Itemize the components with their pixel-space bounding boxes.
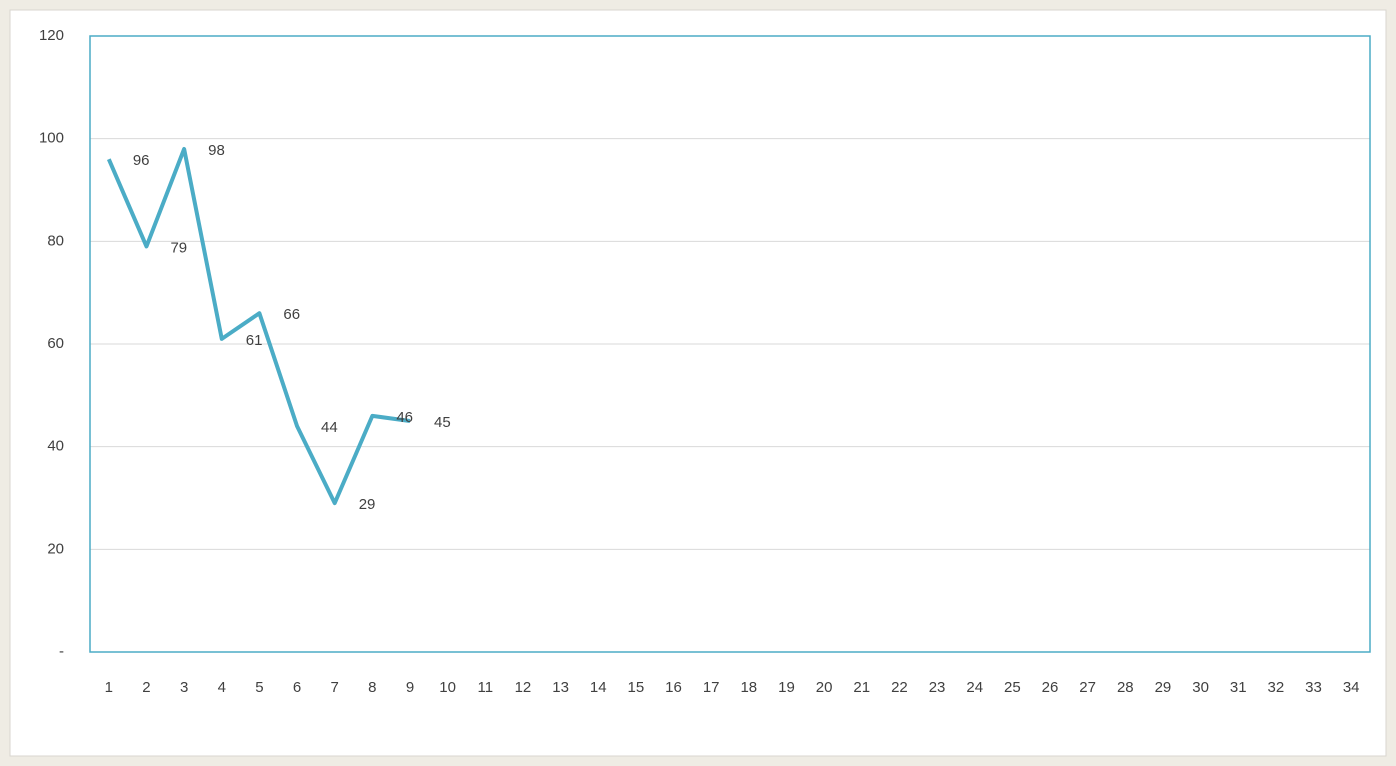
data-label: 29 [359, 496, 376, 513]
data-label: 61 [246, 332, 263, 349]
x-tick-label: 20 [816, 679, 833, 696]
data-label: 44 [321, 419, 338, 436]
data-label: 66 [283, 306, 300, 323]
x-tick-label: 5 [255, 679, 263, 696]
x-tick-label: 34 [1343, 679, 1360, 696]
x-tick-label: 19 [778, 679, 795, 696]
x-tick-label: 2 [142, 679, 150, 696]
x-tick-label: 16 [665, 679, 682, 696]
y-tick-label: 40 [47, 438, 64, 455]
x-tick-label: 11 [478, 679, 494, 696]
x-tick-label: 21 [853, 679, 870, 696]
x-tick-label: 14 [590, 679, 607, 696]
x-tick-label: 27 [1079, 679, 1096, 696]
x-tick-label: 32 [1268, 679, 1285, 696]
x-tick-label: 24 [966, 679, 983, 696]
plot-border [89, 35, 1371, 653]
x-tick-label: 23 [929, 679, 946, 696]
x-tick-label: 15 [628, 679, 645, 696]
x-tick-label: 6 [293, 679, 301, 696]
x-tick-label: 33 [1305, 679, 1322, 696]
x-tick-label: 13 [552, 679, 569, 696]
y-tick-label: 120 [39, 27, 64, 44]
x-tick-label: 3 [180, 679, 188, 696]
x-tick-label: 12 [515, 679, 532, 696]
y-tick-label: 100 [39, 130, 64, 147]
y-tick-label: 80 [47, 232, 64, 249]
x-tick-label: 18 [740, 679, 757, 696]
y-tick-label: - [59, 643, 64, 660]
x-tick-label: 17 [703, 679, 720, 696]
chart-panel [9, 9, 1387, 757]
x-tick-label: 8 [368, 679, 376, 696]
data-label: 98 [208, 142, 225, 159]
x-tick-label: 1 [105, 679, 113, 696]
x-tick-label: 22 [891, 679, 908, 696]
x-tick-label: 31 [1230, 679, 1247, 696]
data-label: 96 [133, 152, 150, 169]
x-tick-label: 7 [331, 679, 339, 696]
x-tick-label: 9 [406, 679, 414, 696]
y-tick-label: 20 [47, 540, 64, 557]
data-label: 79 [170, 239, 187, 256]
x-tick-label: 25 [1004, 679, 1021, 696]
data-label: 46 [396, 409, 413, 426]
x-tick-label: 29 [1155, 679, 1172, 696]
x-tick-label: 28 [1117, 679, 1134, 696]
line-series [106, 146, 411, 506]
x-tick-label: 4 [218, 679, 226, 696]
y-tick-label: 60 [47, 335, 64, 352]
x-tick-label: 10 [439, 679, 456, 696]
data-label: 45 [434, 414, 451, 431]
x-tick-label: 26 [1042, 679, 1059, 696]
x-tick-label: 30 [1192, 679, 1209, 696]
